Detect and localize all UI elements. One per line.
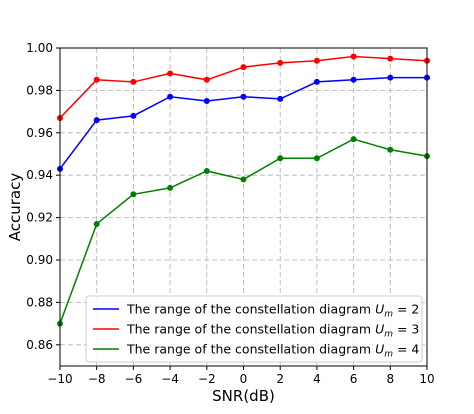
legend-box [85, 295, 423, 363]
data-point [203, 98, 210, 104]
legend: The range of the constellation diagram U… [85, 295, 423, 363]
y-tick-label: 0.88 [26, 295, 53, 309]
data-point [313, 78, 320, 85]
y-tick-label: 0.96 [26, 126, 53, 140]
data-point [130, 78, 137, 85]
x-tick-label: −6 [125, 372, 143, 386]
data-point [240, 93, 247, 100]
x-tick-label: −8 [88, 372, 106, 386]
x-tick-label: 6 [350, 372, 358, 386]
data-point [313, 57, 320, 64]
data-point [313, 155, 320, 162]
x-axis-label: SNR(dB) [212, 387, 275, 405]
series-group [57, 53, 430, 327]
legend-entry: The range of the constellation diagram U… [126, 322, 419, 340]
data-point [387, 74, 394, 81]
x-tick-label: −4 [161, 372, 179, 386]
data-point [387, 146, 394, 153]
data-point [277, 155, 284, 162]
x-tick-label: 2 [276, 372, 284, 386]
data-point [167, 70, 174, 77]
data-point [277, 95, 284, 102]
data-point [93, 220, 100, 227]
data-point [130, 112, 137, 119]
y-tick-label: 0.98 [26, 83, 53, 97]
x-tick-label: −2 [198, 372, 216, 386]
x-tick-label: 4 [313, 372, 321, 386]
data-point [167, 184, 174, 191]
y-tick-label: 0.94 [26, 168, 53, 182]
data-point [203, 76, 210, 83]
data-point [350, 136, 357, 143]
data-point [350, 53, 357, 60]
data-point [240, 64, 247, 71]
data-point [93, 76, 100, 83]
data-point [240, 176, 247, 183]
y-axis-label: Accuracy [6, 173, 24, 242]
data-point [130, 191, 137, 198]
x-tick-label: 8 [386, 372, 394, 386]
data-point [167, 93, 174, 100]
legend-entry: The range of the constellation diagram U… [126, 302, 419, 320]
legend-entry: The range of the constellation diagram U… [126, 342, 419, 360]
axis-ticks: −10 −8 −6 −4 −2 0 2 4 6 8 10 0.86 0.88 0.90 0.92 0.94 0.… [26, 41, 434, 386]
x-tick-label: 0 [240, 372, 248, 386]
y-tick-label: 0.90 [26, 253, 53, 267]
data-point [350, 76, 357, 83]
data-point [203, 167, 210, 174]
x-tick-label: 10 [419, 372, 434, 386]
data-point [93, 117, 100, 124]
data-point [387, 55, 394, 62]
x-tick-label: −10 [47, 372, 72, 386]
data-point [277, 59, 284, 66]
y-tick-label: 0.92 [26, 211, 53, 225]
y-tick-label: 0.86 [26, 338, 53, 352]
y-tick-label: 1.00 [26, 41, 53, 55]
